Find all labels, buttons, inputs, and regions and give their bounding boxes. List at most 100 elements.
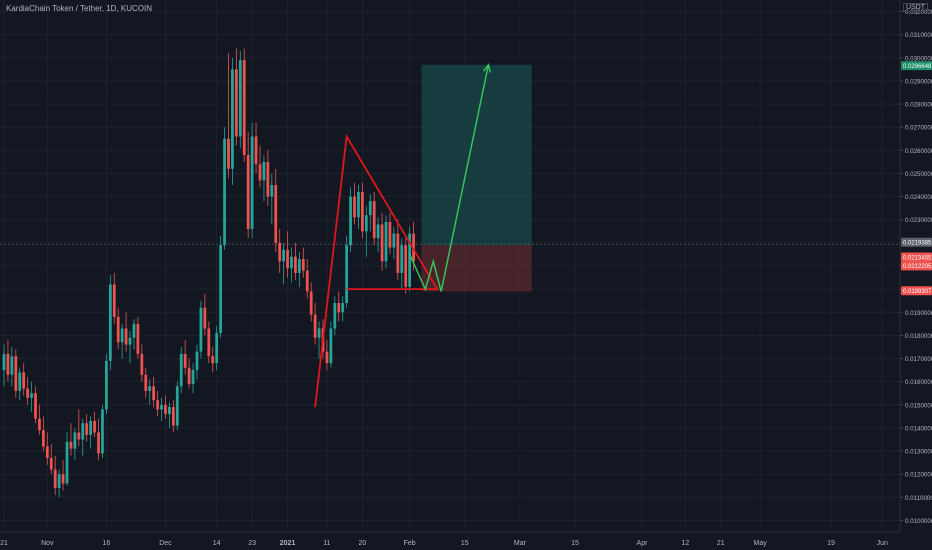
price-marker-label: 0.0213455 <box>903 255 932 261</box>
candle-body <box>203 307 207 329</box>
candles <box>2 48 415 498</box>
time-tick-label: Nov <box>41 540 54 547</box>
candle-body <box>400 245 404 273</box>
candle-body <box>250 136 254 229</box>
price-tick-label: 0.0270000 <box>905 125 932 132</box>
candle-body <box>258 164 262 181</box>
price-tick-label: 0.0100000 <box>905 518 932 525</box>
candle-body <box>116 316 120 343</box>
price-tick-label: 0.0110000 <box>905 495 932 502</box>
time-axis[interactable]: 21 Nov 16 Dec 14 23 2021 11 20 Feb 15 Mar 15 Apr 12 21 M… <box>0 531 900 547</box>
time-tick-label: Dec <box>159 540 172 547</box>
triangle-pattern <box>314 133 439 408</box>
candle-body <box>282 249 285 262</box>
candle-body <box>160 404 163 410</box>
candle-body <box>57 474 61 489</box>
candle-body <box>105 360 108 410</box>
price-tick-label: 0.0120000 <box>905 472 932 479</box>
candle-body <box>215 333 219 364</box>
price-marker <box>901 252 932 262</box>
position-zones <box>0 64 900 292</box>
candle-body <box>227 138 230 169</box>
candle-body <box>144 374 148 391</box>
candle-body <box>22 372 26 389</box>
time-tick-label: 23 <box>248 540 256 547</box>
candle-body <box>254 136 258 165</box>
candle-body <box>353 196 356 218</box>
price-tick-label: 0.0190000 <box>905 310 932 317</box>
candle-body <box>65 441 69 484</box>
candle-body <box>101 409 104 454</box>
price-tick-label: 0.0230000 <box>905 217 932 224</box>
candle-body <box>148 386 152 391</box>
candle-body <box>286 249 289 269</box>
target-zone <box>421 64 532 246</box>
candle-body <box>69 441 73 449</box>
candle-body <box>164 404 167 415</box>
candle-body <box>219 245 222 334</box>
candle-body <box>329 328 333 364</box>
candle-body <box>97 432 100 454</box>
candle-body <box>175 386 179 426</box>
price-axis[interactable]: 0.0100000 0.0110000 0.0120000 0.0130000 0.01… <box>899 0 932 550</box>
price-marker <box>901 261 932 271</box>
candle-body <box>38 418 41 431</box>
time-tick-label: Mar <box>514 540 527 547</box>
candle-body <box>26 388 30 398</box>
price-marker <box>901 237 932 247</box>
time-tick-label: May <box>754 540 768 547</box>
candle-body <box>274 185 278 243</box>
candle-body <box>30 393 33 398</box>
currency-label[interactable]: USDT <box>902 3 928 12</box>
candle-body <box>325 351 329 364</box>
candle-body <box>262 161 266 181</box>
price-tick-label: 0.0240000 <box>905 194 932 201</box>
price-tick-label: 0.0260000 <box>905 148 932 155</box>
time-tick-label: Apr <box>637 540 649 547</box>
price-marker <box>901 286 932 296</box>
candle-body <box>207 328 211 357</box>
candle-body <box>89 420 93 435</box>
candle-body <box>18 372 22 391</box>
candle-body <box>14 356 18 391</box>
candle-body <box>404 245 408 287</box>
candle-body <box>231 69 234 169</box>
projection-path <box>408 64 490 292</box>
candle-body <box>171 407 175 426</box>
candle-body <box>124 328 128 345</box>
price-tick-label: 0.0170000 <box>905 356 932 363</box>
candle-body <box>93 420 96 433</box>
time-tick-label: 15 <box>461 540 469 547</box>
candle-body <box>168 407 171 415</box>
candle-body <box>49 457 53 470</box>
candle-body <box>211 356 215 364</box>
price-tick-label: 0.0250000 <box>905 171 932 178</box>
candle-body <box>195 351 199 371</box>
candle-body <box>120 328 124 343</box>
candle-body <box>77 432 81 440</box>
candle-body <box>179 353 183 387</box>
candle-body <box>368 201 372 216</box>
time-tick-label: 21 <box>0 540 8 547</box>
price-marker <box>901 61 932 71</box>
candle-body <box>112 284 116 317</box>
candle-body <box>313 314 317 338</box>
candle-body <box>357 191 360 218</box>
drawing-annotations[interactable] <box>314 63 492 408</box>
candle-body <box>234 69 238 137</box>
candle-body <box>152 386 156 401</box>
candle-body <box>73 432 77 449</box>
candle-body <box>187 367 191 384</box>
candle-body <box>294 256 297 273</box>
price-tick-label: 0.0160000 <box>905 379 932 386</box>
candle-body <box>396 233 400 273</box>
time-tick-label: Jun <box>877 540 888 547</box>
candle-body <box>132 323 136 338</box>
projection-arrowhead <box>482 63 492 73</box>
candle-body <box>266 161 270 197</box>
candle-body <box>242 60 246 155</box>
time-tick-label: 14 <box>213 540 221 547</box>
candle-body <box>290 256 293 269</box>
price-tick-label: 0.0140000 <box>905 425 932 432</box>
